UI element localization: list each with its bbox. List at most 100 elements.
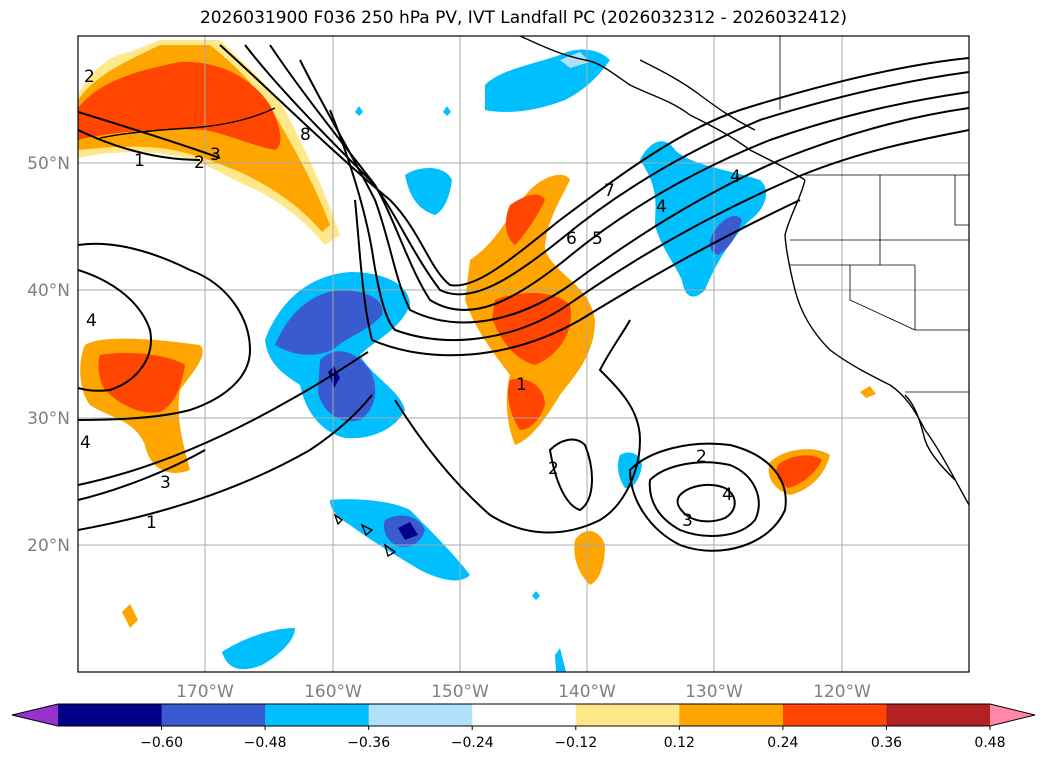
contour-3-mid [354, 199, 801, 357]
colorbar-ticks: −0.60 −0.48 −0.36 −0.24 −0.12 0.12 0.24 0.36 0.4… [140, 726, 1006, 751]
contour-label: 1 [516, 375, 527, 395]
contour-1-north [78, 129, 201, 161]
borders [779, 36, 969, 393]
coast-islands [639, 59, 756, 131]
coast-alaska [519, 36, 806, 181]
neg-region-central-core [275, 290, 383, 355]
contour-label: 6 [566, 229, 577, 249]
colorbar-outline [11, 703, 1036, 727]
colorbar-tick-label: 0.12 [664, 735, 695, 751]
pos-region-small-south [574, 530, 605, 585]
colorbar-segment [886, 704, 991, 726]
colorbar-tick-label: −0.24 [451, 735, 494, 751]
contour-6 [269, 44, 969, 311]
colorbar-tick-label: −0.60 [140, 735, 183, 751]
contour-outer-west-1 [78, 394, 373, 531]
colorbar-extend-max [990, 704, 1035, 726]
contour-label: 2 [84, 67, 95, 87]
contour-label: 2 [696, 447, 707, 467]
coast-aleutian [99, 107, 276, 139]
contour-label: 1 [146, 513, 157, 533]
colorbar-tick-label: −0.12 [554, 735, 597, 751]
contour-label: 4 [730, 167, 741, 187]
pos-region-east-core [776, 455, 822, 488]
contour-label: 2 [548, 459, 559, 479]
contour-outer-west-3 [78, 351, 369, 486]
colorbar-segment [782, 704, 887, 726]
lon-label-140w: 140°W [558, 682, 616, 702]
contours [78, 44, 969, 552]
contour-label: 3 [160, 473, 171, 493]
contour-label: 4 [656, 197, 667, 217]
contour-label: 8 [300, 125, 311, 145]
contour-south-loop [394, 319, 642, 534]
colorbar-tick-label: 0.24 [767, 735, 798, 751]
contour-label: 4 [722, 485, 733, 505]
contour-label: 7 [604, 181, 615, 201]
neg-region-sw [222, 628, 295, 670]
colorbar-tick-label: −0.48 [244, 735, 287, 751]
contour-4-high-se [676, 483, 736, 523]
contour-west-loop-4 [78, 269, 152, 392]
colorbar-tick-label: −0.36 [347, 735, 390, 751]
border-mt [954, 175, 969, 226]
map-content: 2 1 2 3 8 7 6 5 4 4 3 1 1 2 2 4 3 4 4 [78, 36, 969, 672]
neg-region-small-2 [555, 648, 566, 672]
map-frame [77, 35, 970, 673]
colorbar-segment [161, 704, 266, 726]
lon-label-120w: 120°W [813, 682, 871, 702]
coastlines [99, 36, 969, 558]
colorbar-segment [679, 704, 784, 726]
colorbar-segment [265, 704, 370, 726]
lat-label-40n: 40°N [27, 281, 70, 301]
hawaii-1 [333, 513, 344, 526]
neg-region-north-small [560, 52, 590, 68]
neg-region-central-peak [328, 366, 340, 388]
pos-region-central-core2 [505, 194, 545, 245]
contour-label: 4 [86, 311, 97, 331]
contour-4 [329, 109, 969, 341]
neg-region-gulf [405, 168, 452, 215]
colorbar: −0.60 −0.48 −0.36 −0.24 −0.12 0.12 0.24 0.36 0.4… [11, 703, 1036, 751]
colorbar-tick-label: 0.48 [974, 735, 1005, 751]
contour-label-group: 2 1 2 3 8 7 6 5 4 4 3 1 1 2 2 4 3 4 4 [80, 67, 741, 533]
neg-region-dot-1 [355, 106, 363, 116]
hawaii-3 [383, 543, 397, 558]
contour-west-loop [78, 242, 252, 421]
colorbar-segments [11, 703, 1036, 727]
neg-region-dot-2 [443, 106, 451, 116]
contour-label: 1 [134, 151, 145, 171]
contour-7 [244, 44, 969, 296]
lon-label-150w: 150°W [431, 682, 489, 702]
coast-gulf-ca [904, 394, 956, 481]
lat-label-20n: 20°N [27, 536, 70, 556]
pos-region-tiny-1 [122, 604, 138, 628]
lon-label-160w: 160°W [304, 682, 362, 702]
colorbar-segment [58, 704, 163, 726]
colorbar-extend-min [12, 704, 58, 726]
contour-west-2 [78, 449, 206, 501]
lat-label-50n: 50°N [27, 154, 70, 174]
lat-label-30n: 30°N [27, 409, 70, 429]
contour-3-high-se [648, 461, 760, 537]
neg-region-hawaii-peak [398, 522, 418, 540]
negative-shading [222, 49, 767, 672]
contour-2-high-se [628, 442, 787, 552]
colorbar-segment [472, 704, 577, 726]
contour-label: 3 [682, 511, 693, 531]
contour-label: 2 [194, 153, 205, 173]
lon-label-130w: 130°W [685, 682, 743, 702]
pos-region-tiny-2 [860, 386, 876, 398]
colorbar-segment [368, 704, 473, 726]
neg-region-ne-core [710, 215, 742, 255]
hawaii-2 [360, 523, 374, 537]
contour-label: 4 [80, 433, 91, 453]
neg-region-dot-3 [532, 591, 540, 600]
coast-bc [784, 179, 969, 506]
map-title: 2026031900 F036 250 hPa PV, IVT Landfall… [199, 8, 847, 28]
pos-region-central-south [508, 378, 545, 430]
contour-2-north [78, 111, 221, 159]
lon-label-170w: 170°W [176, 682, 234, 702]
contour-2-south [548, 438, 593, 512]
